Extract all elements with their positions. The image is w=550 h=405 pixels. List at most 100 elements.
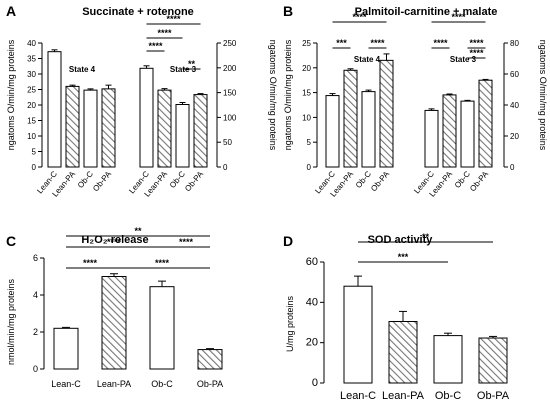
panel-a-g1-bar-lean-c [139,67,154,168]
panel-d-sig-0-label: ** [422,232,430,242]
panel-a-y-axis-tick-label-0: 0 [32,163,37,172]
panel-c-y-axis-tick-label-1: 2 [33,327,38,337]
panel-b-g1-bar-ob-pa [478,79,493,168]
panel-b-g1-bar-lean-pa [442,94,457,168]
panel-label-d: D [283,233,293,249]
panel-a-title: Succinate + rotenone [82,6,194,18]
panel-label-b: B [283,3,293,19]
panel-c-sig-3-label: **** [83,258,98,268]
panel-a-y-axis-tick-label-1: 5 [32,148,37,157]
panel-c-y-axis-tick-label-3: 6 [33,253,38,263]
panel-b-g1-bar-lean-c [424,109,439,168]
panel-a-g0-bar-lean-c [47,51,62,168]
panel-c-sig-4-label: **** [155,258,170,268]
panel-b-y-axis-tick-label-2: 10 [302,113,311,122]
panel-a-y-axis-tick-label-5: 25 [27,86,36,95]
panel-c-bar-lean-pa-xlabel: Lean-PA [97,379,131,389]
panel-a-g1-bar-lean-pa [157,89,172,168]
panel-c-bar-ob-pa-xlabel: Ob-PA [197,379,223,389]
panel-b-sig-2-label: **** [370,38,385,48]
panel-a-y2-axis-tick-label-1: 50 [223,138,232,147]
panel-a-y-axis-tick-label-8: 40 [27,39,36,48]
panel-a-y-axis-tick-label-2: 10 [27,132,36,141]
panel-d-bar-lean-c-xlabel: Lean-C [340,390,376,402]
panel-c-bar-ob-c-xlabel: Ob-C [151,379,173,389]
panel-a-y-axis-tick-label-7: 35 [27,55,36,64]
panel-a-y-axis-tick-label-3: 15 [27,117,36,126]
panel-b-g0-bar-ob-c [361,91,376,168]
panel-b-state3-label: State 3 [450,55,477,64]
panel-a-sig-1-label: **** [157,28,172,38]
panel-d-title: SOD activity [368,234,434,246]
panel-d-sig-1-label: *** [398,252,409,262]
panel-a-g0-bar-ob-pa-xlabel: Ob-PA [91,169,113,193]
panel-d-bar-ob-c [433,335,463,384]
panel-a-g1-bar-ob-pa-xlabel: Ob-PA [183,169,205,193]
panel-c-sig-2-label: **** [179,237,194,247]
panel-b-sig-3-label: **** [451,12,466,22]
panel-b-g0-bar-ob-pa-xlabel: Ob-PA [369,169,391,193]
panel-d-y-axis-tick-label-2: 40 [306,296,318,308]
panel-b-y2label: ngatoms O/min/mg proteins [538,40,548,151]
panel-a-y2-axis-tick-label-4: 200 [223,64,237,73]
panel-b-y2-axis-tick-label-3: 60 [510,70,519,79]
panel-a-sig-3-label: ** [188,59,196,69]
panel-c-ylabel: nmol/min/mg proteins [6,278,16,365]
panel-c-sig-0-label: ** [134,226,142,236]
panel-a-sig-2-label: **** [148,41,163,51]
panel-b-g1-bar-ob-pa-xlabel: Ob-PA [468,169,490,193]
panel-b-g1-bar-ob-c [460,100,475,168]
panel-d-bar-lean-pa-xlabel: Lean-PA [382,390,425,402]
panel-a-sig-0-label: **** [166,14,181,24]
panel-b-ylabel: ngatoms O/min/mg proteins [283,39,293,150]
panel-b-y-axis-tick-label-0: 0 [307,163,312,172]
panel-a-y2-axis-tick-label-5: 250 [223,39,237,48]
panel-d-y-axis-tick-label-3: 60 [306,256,318,268]
panel-c-bar-lean-pa [101,276,127,370]
panel-a-g1-bar-ob-c [175,104,190,168]
panel-b-sig-5-label: **** [469,48,484,58]
panel-b-sig-1-label: *** [336,38,347,48]
panel-c-bar-ob-c [149,286,175,370]
panel-b-title: Palmitoil-carnitine + malate [355,6,498,18]
panel-d-bar-lean-c [343,285,373,384]
panel-a-ylabel: ngatoms O/min/mg proteins [6,39,16,150]
panel-b-y-axis-tick-label-5: 25 [302,39,311,48]
panel-a-y2-axis-tick-label-3: 150 [223,89,237,98]
panel-d-bar-ob-pa [478,337,508,384]
panel-d-y-axis-tick-label-0: 0 [312,377,318,389]
panel-c-bar-ob-pa [197,349,223,370]
panel-c-sig-1-label: **** [107,237,122,247]
panel-b-g0-bar-ob-pa [379,59,394,168]
panel-b-y2-axis-tick-label-4: 80 [510,39,519,48]
panel-d-y-axis-tick-label-1: 20 [306,337,318,349]
panel-a-state4-label: State 4 [69,65,96,74]
panel-c-y-axis-tick-label-0: 0 [33,364,38,374]
panel-a-y2label: ngatoms O/min/mg proteins [268,40,278,151]
panel-c-title: H₂O₂ release [81,234,148,246]
panel-a-y-axis-tick-label-4: 20 [27,101,36,110]
panel-a-y2-axis-tick-label-2: 100 [223,113,237,122]
panel-b-y2-axis-tick-label-1: 20 [510,132,519,141]
panel-a-g0-bar-lean-pa [65,85,80,168]
panel-b-sig-6-label: **** [469,38,484,48]
panel-b-sig-0-label: **** [352,12,367,22]
panel-a-y2-axis-tick-label-0: 0 [223,163,228,172]
panel-a-g0-bar-ob-c [83,89,98,168]
panel-a-g1-bar-ob-pa [193,94,208,168]
panel-b-g0-bar-lean-c [325,95,340,168]
panel-b-y2-axis-tick-label-2: 40 [510,101,519,110]
panel-b-g0-bar-lean-pa [343,69,358,168]
panel-b-sig-4-label: **** [433,38,448,48]
panel-c-bar-lean-c [53,327,79,370]
panel-b-y-axis-tick-label-4: 20 [302,64,311,73]
panel-b-state4-label: State 4 [354,55,381,64]
panel-b-y-axis-tick-label-3: 15 [302,89,311,98]
panel-label-c: C [6,233,16,249]
panel-d-bar-ob-c-xlabel: Ob-C [435,390,461,402]
panel-d-bar-ob-pa-xlabel: Ob-PA [477,390,510,402]
panel-label-a: A [6,3,16,19]
panel-b-y-axis-tick-label-1: 5 [307,138,312,147]
panel-b-y2-axis-tick-label-0: 0 [510,163,515,172]
